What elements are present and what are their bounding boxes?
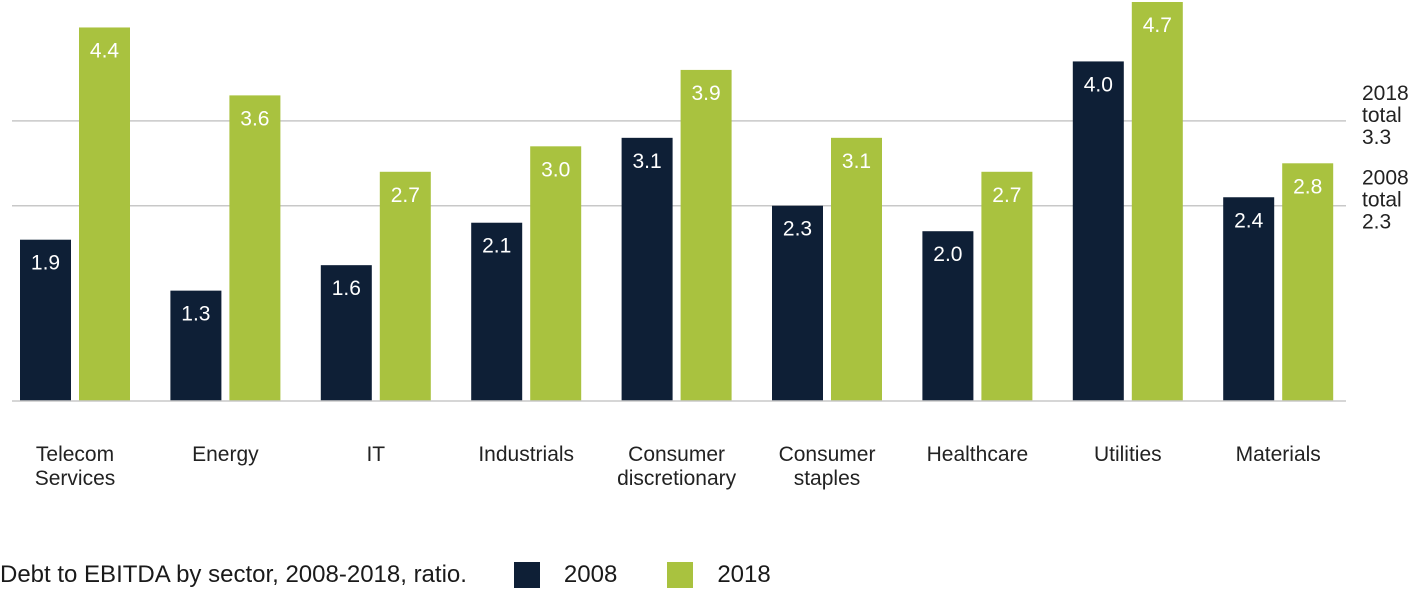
- bar-2018-1: [229, 95, 281, 401]
- data-label-2018-5: 3.1: [842, 150, 871, 173]
- data-label-2008-0: 1.9: [31, 252, 60, 275]
- data-label-2008-6: 2.0: [933, 243, 962, 266]
- category-label-2: IT: [366, 443, 385, 466]
- legend-item-2018: 2018: [667, 561, 771, 589]
- data-label-2008-2: 1.6: [332, 277, 361, 300]
- data-label-2008-5: 2.3: [783, 218, 812, 241]
- bar-2008-8: [1223, 197, 1275, 401]
- data-label-2018-7: 4.7: [1143, 14, 1172, 37]
- data-label-2018-4: 3.9: [691, 82, 720, 105]
- category-label-7: Utilities: [1094, 443, 1162, 466]
- legend-swatch-2018: [667, 562, 694, 588]
- bar-2008-2: [320, 265, 372, 401]
- data-label-2018-6: 2.7: [992, 184, 1021, 207]
- bar-2008-0: [20, 239, 71, 401]
- bar-2008-3: [471, 222, 523, 401]
- reference-label-2018: 2018 total 3.3: [1362, 82, 1409, 149]
- category-label-0: Telecom Services: [35, 443, 116, 490]
- category-label-6: Healthcare: [927, 443, 1029, 466]
- category-label-4: Consumer discretionary: [617, 443, 737, 490]
- data-label-2008-8: 2.4: [1234, 209, 1264, 232]
- legend-label-2008: 2008: [563, 561, 618, 588]
- category-label-8: Materials: [1236, 443, 1321, 466]
- bar-2018-5: [831, 137, 882, 402]
- category-label-5: Consumer staples: [779, 443, 876, 490]
- bar-2018-2: [379, 171, 431, 401]
- reference-label-2008: 2008 total 2.3: [1362, 167, 1409, 234]
- bar-2008-6: [922, 231, 974, 401]
- data-label-2018-8: 2.8: [1293, 175, 1322, 198]
- bar-2018-6: [981, 171, 1033, 401]
- data-label-2008-7: 4.0: [1084, 73, 1113, 96]
- bar-2018-4: [680, 69, 732, 402]
- bar-2018-7: [1131, 2, 1183, 401]
- bar-2018-0: [79, 27, 130, 402]
- legend-swatch-2008: [513, 562, 540, 588]
- data-label-2008-3: 2.1: [482, 235, 511, 258]
- bar-2008-5: [772, 205, 823, 401]
- bar-2018-8: [1282, 163, 1334, 401]
- data-label-2018-3: 3.0: [541, 158, 570, 181]
- category-label-1: Energy: [192, 443, 259, 466]
- chart-caption: Debt to EBITDA by sector, 2008-2018, rat…: [0, 561, 467, 588]
- data-label-2008-4: 3.1: [632, 150, 661, 173]
- bar-2008-7: [1072, 61, 1124, 401]
- data-label-2008-1: 1.3: [181, 303, 210, 326]
- category-label-3: Industrials: [478, 443, 574, 466]
- legend-label-2018: 2018: [717, 561, 771, 588]
- data-label-2018-1: 3.6: [240, 107, 269, 130]
- bar-2008-1: [170, 290, 222, 401]
- data-label-2018-2: 2.7: [391, 184, 420, 207]
- data-label-2018-0: 4.4: [90, 39, 120, 62]
- chart-legend: Debt to EBITDA by sector, 2008-2018, rat…: [0, 558, 821, 592]
- legend-item-2008: 2008: [513, 561, 618, 589]
- bar-2018-3: [530, 146, 582, 401]
- bar-2008-4: [621, 137, 673, 402]
